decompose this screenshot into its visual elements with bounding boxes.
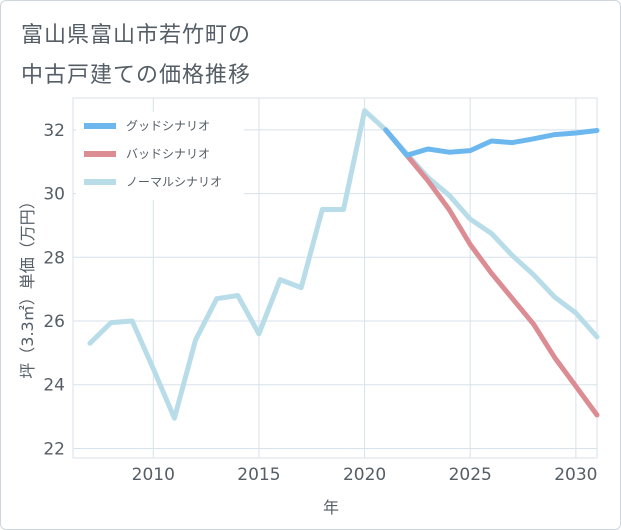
x-axis-label: 年: [323, 498, 339, 517]
y-tick-label: 32: [43, 121, 65, 141]
legend-label-good: グッドシナリオ: [126, 119, 210, 133]
y-axis-label: 坪（3.3㎡）単価（万円）: [18, 193, 37, 378]
y-tick-label: 28: [43, 248, 65, 268]
chart-title-line-1: 富山県富山市若竹町の: [21, 23, 252, 48]
x-tick-label: 2020: [343, 465, 386, 485]
y-tick-label: 26: [43, 312, 65, 332]
y-tick-label: 30: [43, 185, 65, 205]
legend-label-normal: ノーマルシナリオ: [126, 175, 222, 189]
legend-label-bad: バッドシナリオ: [126, 147, 210, 161]
series-line-bad: [383, 127, 600, 418]
x-tick-label: 2025: [449, 465, 492, 485]
x-tick-label: 2015: [237, 465, 280, 485]
series-line-good: [383, 127, 600, 158]
chart-title-line-2: 中古戸建ての価格推移: [21, 63, 252, 88]
x-tick-label: 2010: [132, 465, 175, 485]
axis-ticks: 2010 2015 2020 2025 2030 22 24 26 28 30 32: [43, 121, 597, 485]
y-tick-label: 24: [43, 376, 65, 396]
series-layer: [87, 108, 600, 421]
series-line-normal: [87, 108, 600, 421]
plot-area-border: [72, 97, 598, 459]
x-tick-label: 2030: [554, 465, 597, 485]
y-tick-label: 22: [43, 439, 65, 459]
